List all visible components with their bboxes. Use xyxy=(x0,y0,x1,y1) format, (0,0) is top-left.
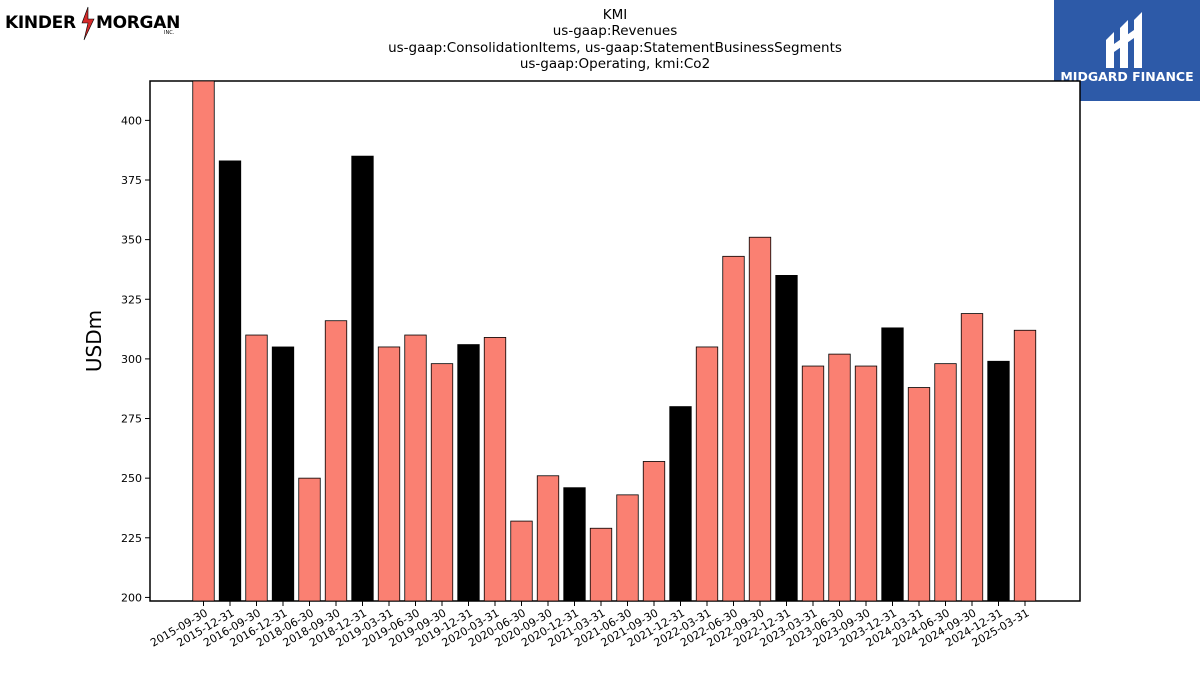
bar-2023-09-30 xyxy=(854,365,878,602)
bar-2019-03-31 xyxy=(377,346,401,602)
bar-2021-12-31 xyxy=(669,406,692,602)
y-tick-label: 325 xyxy=(121,293,142,306)
bar-2018-12-31 xyxy=(351,155,374,602)
bar-2023-06-30 xyxy=(828,353,851,602)
logo-text-inc: INC. xyxy=(164,30,175,36)
bar-2025-03-31 xyxy=(1013,329,1037,602)
y-tick-label: 375 xyxy=(121,174,142,187)
midgard-finance-text: MIDGARD FINANCE xyxy=(1060,69,1194,84)
y-tick-label: 200 xyxy=(121,591,142,604)
bar-2021-09-30 xyxy=(642,461,666,602)
bar-2024-09-30 xyxy=(960,313,984,602)
bar-2019-12-31 xyxy=(457,344,480,602)
bar-2015-12-31 xyxy=(218,160,242,602)
logo-text-morgan: MORGAN xyxy=(96,13,180,33)
bar-2021-03-31 xyxy=(589,527,613,602)
bar-2024-06-30 xyxy=(934,363,957,602)
bar-2022-09-30 xyxy=(748,236,772,602)
bar-2022-06-30 xyxy=(722,255,745,602)
y-tick-label: 275 xyxy=(121,413,142,426)
bar-2024-12-31 xyxy=(987,360,1010,602)
bar-2024-03-31 xyxy=(907,387,931,602)
y-tick-label: 250 xyxy=(121,472,142,485)
y-tick-label: 350 xyxy=(121,234,142,247)
midgard-emblem-icon xyxy=(1106,12,1142,68)
bar-2020-12-31 xyxy=(563,487,586,602)
bar-2023-12-31 xyxy=(881,327,904,602)
bar-2021-06-30 xyxy=(616,494,639,602)
bar-2020-03-31 xyxy=(483,337,507,602)
bar-2020-09-30 xyxy=(536,475,560,602)
bar-2020-06-30 xyxy=(510,520,533,602)
bar-2015-09-30 xyxy=(192,80,215,602)
y-axis: 200 225 250 275 300 325 350 375 400 xyxy=(121,114,150,604)
title-line-members: us-gaap:Operating, kmi:Co2 xyxy=(519,55,711,72)
bar-2023-03-31 xyxy=(801,365,825,602)
y-tick-label: 300 xyxy=(121,353,142,366)
title-line-ticker: KMI xyxy=(602,7,628,23)
lightning-bolt-icon xyxy=(81,6,95,41)
kinder-morgan-logo: KINDER MORGAN INC. xyxy=(5,6,180,41)
y-axis-label: USDm xyxy=(82,310,106,372)
bar-2018-09-30 xyxy=(324,320,348,602)
bar-2016-09-30 xyxy=(245,334,268,602)
bars-group xyxy=(192,80,1037,602)
bar-2022-03-31 xyxy=(695,346,719,602)
title-line-concept: us-gaap:Revenues xyxy=(552,23,678,40)
bar-2019-09-30 xyxy=(430,363,454,602)
logo-text-kinder: KINDER xyxy=(5,13,76,33)
bar-2016-12-31 xyxy=(271,346,295,602)
bar-2022-12-31 xyxy=(775,275,798,602)
y-tick-label: 225 xyxy=(121,532,142,545)
bar-2018-06-30 xyxy=(298,477,321,602)
x-axis: 2015-09-302015-12-312016-09-302016-12-31… xyxy=(148,601,1032,650)
chart-title: KMI us-gaap:Revenues us-gaap:Consolidati… xyxy=(315,7,915,72)
title-line-axes: us-gaap:ConsolidationItems, us-gaap:Stat… xyxy=(388,39,842,56)
y-tick-label: 400 xyxy=(121,114,142,127)
bar-2019-06-30 xyxy=(404,334,427,602)
